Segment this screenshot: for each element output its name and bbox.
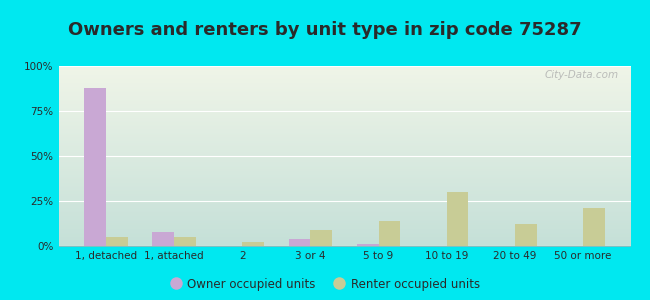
Bar	[106, 237, 128, 246]
Bar	[84, 88, 106, 246]
Bar	[357, 244, 378, 246]
Bar	[583, 208, 605, 246]
Bar	[515, 224, 536, 246]
Bar	[289, 239, 311, 246]
Text: City-Data.com: City-Data.com	[545, 70, 619, 80]
Bar	[447, 192, 469, 246]
Legend: Owner occupied units, Renter occupied units: Owner occupied units, Renter occupied un…	[170, 278, 480, 291]
Bar	[242, 242, 264, 246]
Bar	[153, 232, 174, 246]
Text: Owners and renters by unit type in zip code 75287: Owners and renters by unit type in zip c…	[68, 21, 582, 39]
Bar	[174, 237, 196, 246]
Bar	[311, 230, 332, 246]
Bar	[378, 221, 400, 246]
